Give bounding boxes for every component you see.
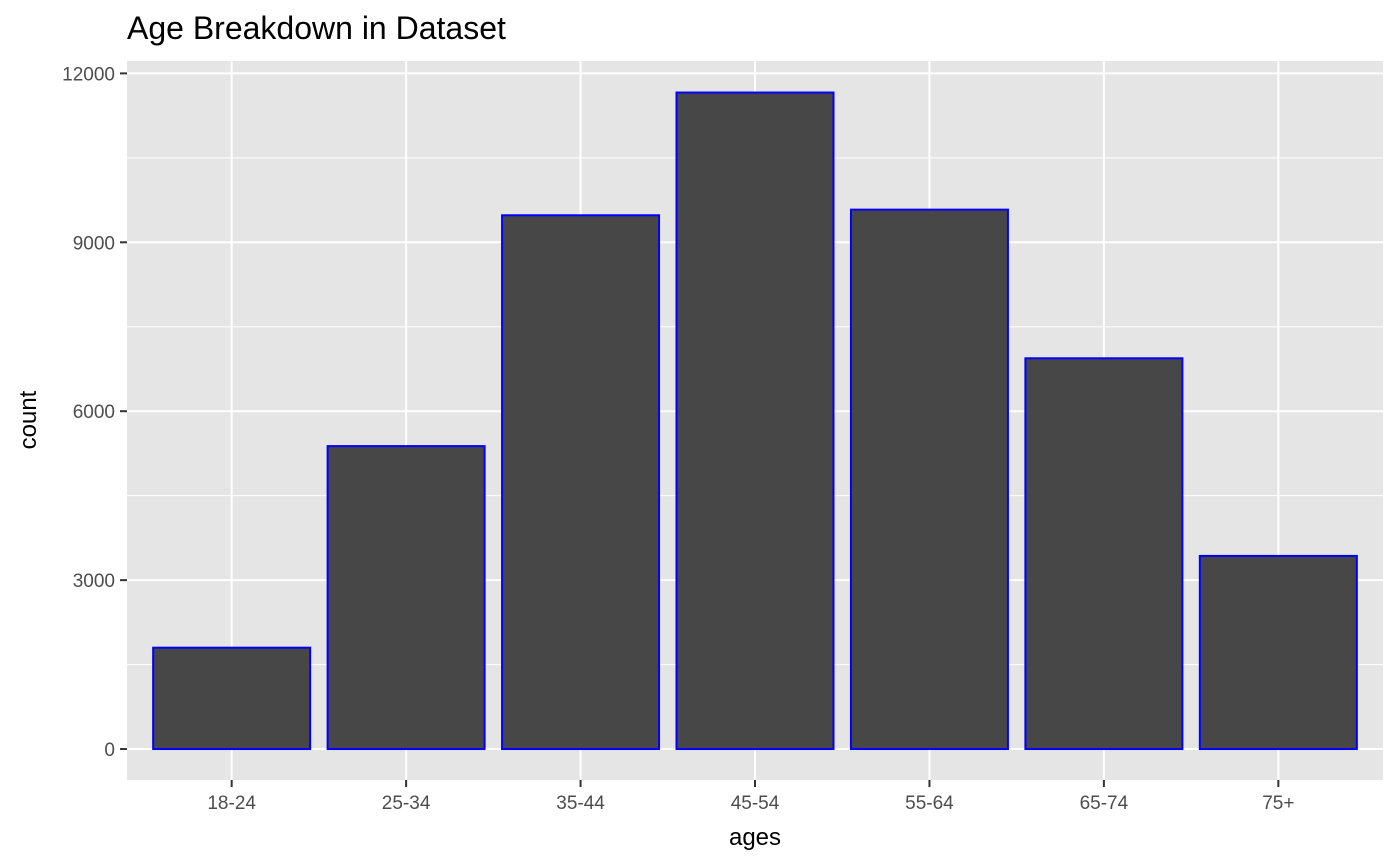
x-axis-title: ages	[729, 824, 781, 851]
x-tick-label: 65-74	[1080, 793, 1129, 814]
bar-25-34	[326, 445, 486, 751]
bar-45-54	[675, 91, 835, 751]
x-tick-label: 55-64	[905, 793, 954, 814]
x-axis-ticks: 18-24 25-34 35-44 45-54 55-64 65-74 75+	[207, 780, 1294, 814]
y-tick-label: 9000	[73, 233, 115, 254]
y-tick-label: 0	[104, 740, 115, 761]
y-tick-label: 3000	[73, 571, 115, 592]
y-axis-title: count	[15, 390, 42, 449]
x-tick-label: 35-44	[556, 793, 605, 814]
x-tick-label: 75+	[1262, 793, 1294, 814]
x-tick-label: 18-24	[207, 793, 256, 814]
y-tick-label: 12000	[62, 64, 115, 85]
bar-55-64	[849, 208, 1009, 751]
y-tick-label: 6000	[73, 402, 115, 423]
chart-title: Age Breakdown in Dataset	[127, 10, 506, 46]
bar-65-74	[1024, 357, 1184, 751]
bar-35-44	[501, 214, 661, 751]
x-tick-label: 45-54	[731, 793, 780, 814]
x-tick-label: 25-34	[382, 793, 431, 814]
bar-75+	[1198, 554, 1358, 751]
y-axis-ticks: 0 3000 6000 9000 12000	[62, 64, 127, 761]
bar-18-24	[152, 646, 312, 751]
bars	[152, 91, 1358, 751]
